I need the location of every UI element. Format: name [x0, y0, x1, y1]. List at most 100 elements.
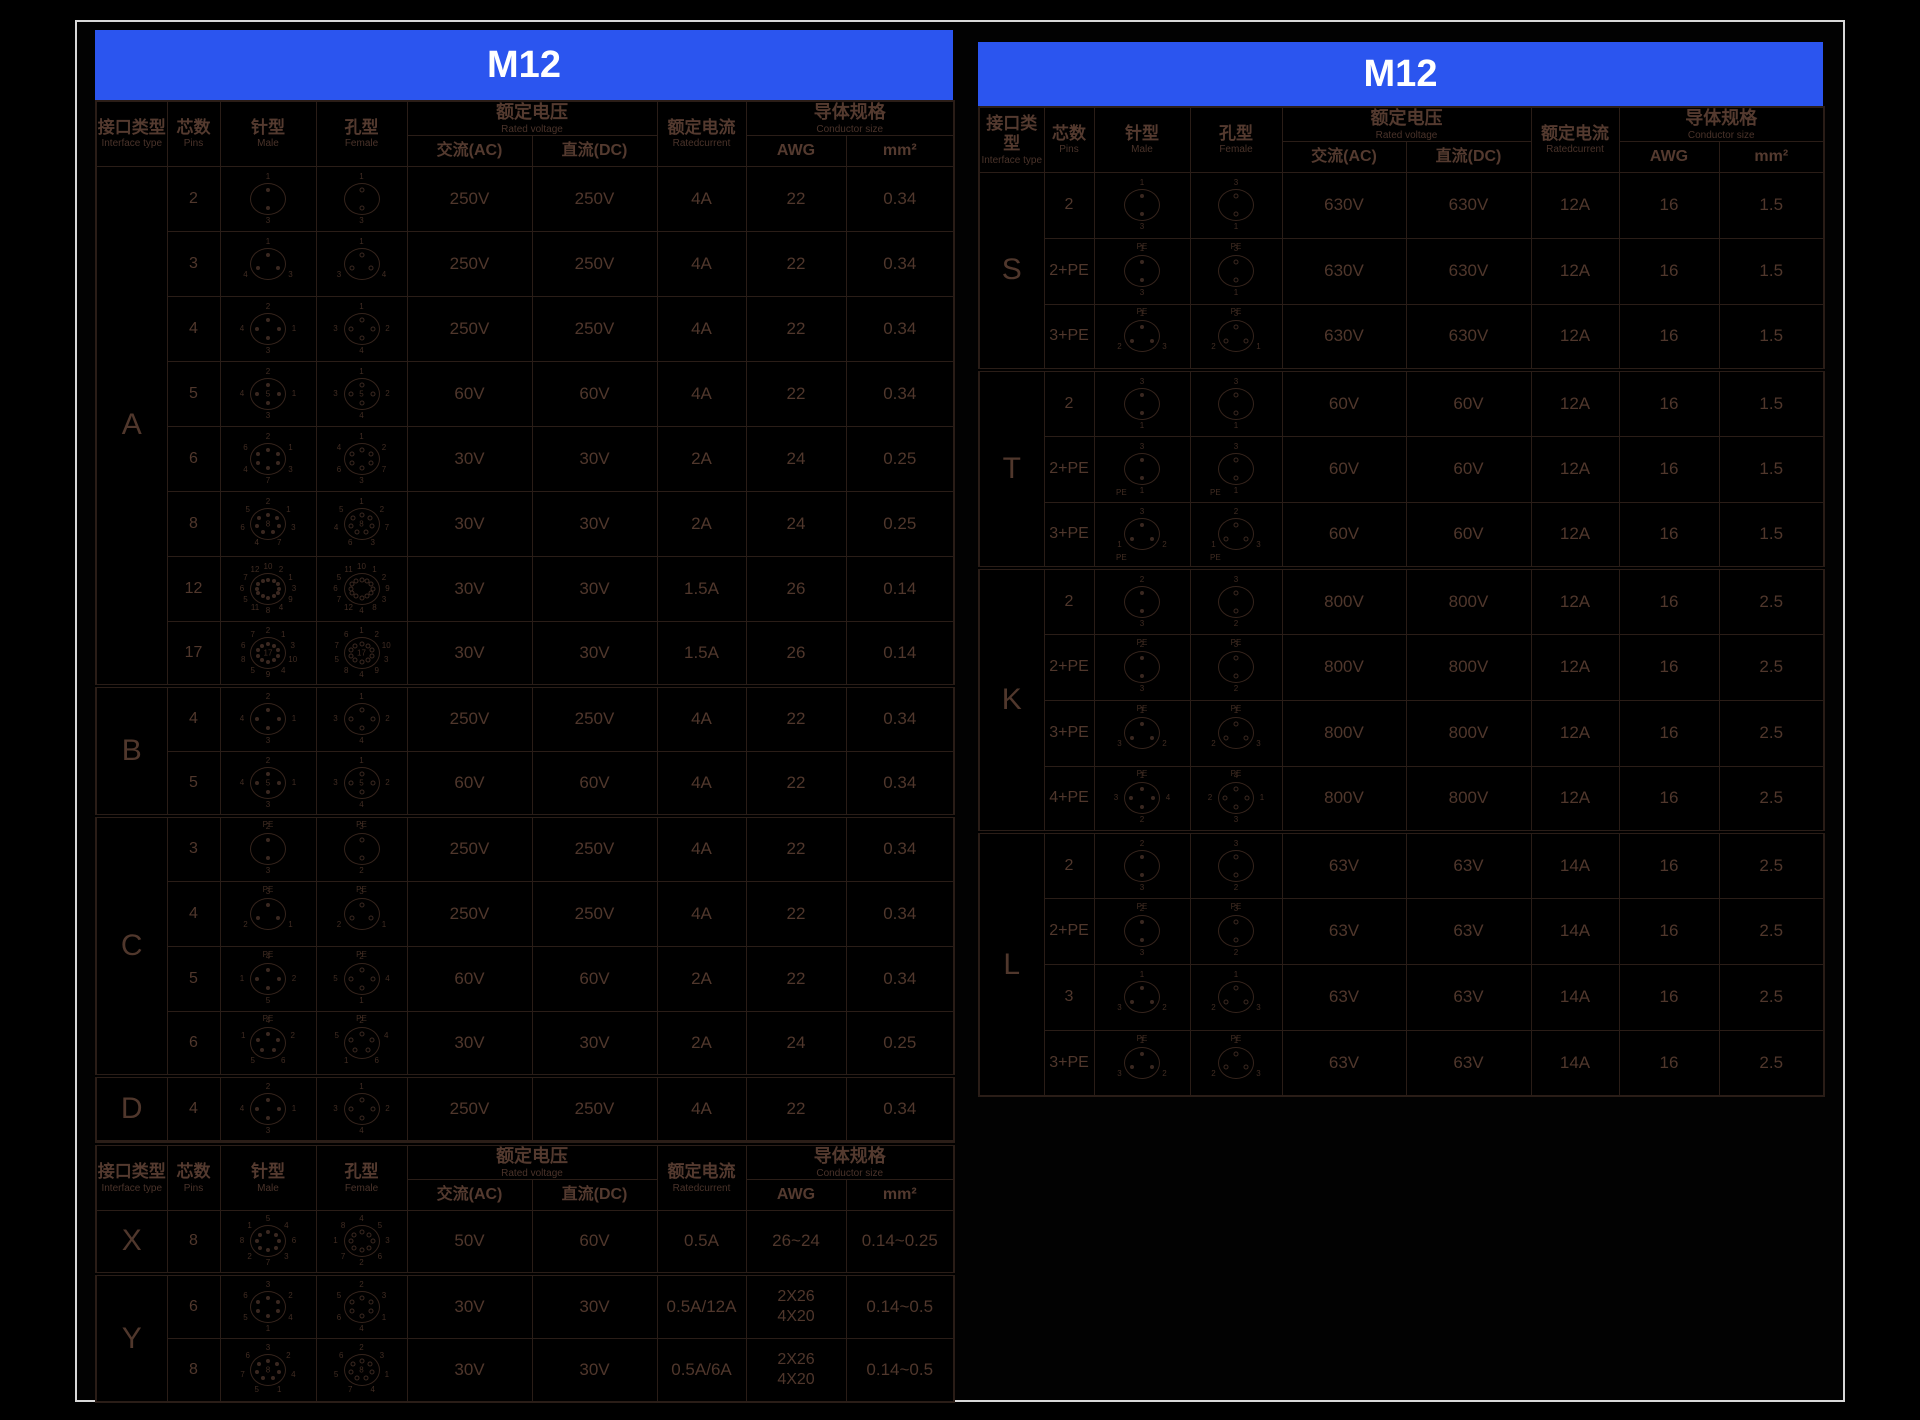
female-connector-diagram: 3 1 PE: [1204, 242, 1268, 299]
pin-number: 1: [1233, 420, 1239, 430]
pin-contact-hole: [368, 451, 374, 457]
pin-number: 1: [359, 301, 364, 311]
male-connector-diagram: 3 1 2 PE: [236, 885, 300, 942]
dc-voltage-value: 630V: [1405, 303, 1532, 371]
pin-contact-dot: [274, 1362, 279, 1367]
pin-number: 3: [1139, 684, 1145, 694]
pin-number: 2: [1233, 882, 1239, 892]
mm2-value: 0.14~0.25: [845, 1209, 955, 1275]
pin-contact-hole: [359, 465, 364, 471]
pin-contact-dot: [266, 1116, 270, 1121]
dc-voltage-value: 63V: [1405, 830, 1532, 899]
pin-contact-hole: [365, 657, 371, 663]
pin-contact-hole: [365, 643, 371, 649]
male-connector-diagram: 1 2 3: [1110, 969, 1174, 1025]
female-diagram-cell: 2 4 6 1 5 PE: [315, 1010, 408, 1077]
pin-number: 1: [1256, 342, 1261, 352]
col-header-interface-type: 接口类型 Interface type: [95, 1143, 168, 1211]
male-diagram-cell: 3 2 1 PE: [1093, 501, 1191, 569]
male-diagram-cell: 2 3 PE: [1093, 897, 1191, 965]
pin-contact-hole: [1233, 457, 1239, 463]
pins-count: 6: [166, 1272, 221, 1339]
pin-contact-hole: [370, 1106, 375, 1112]
male-connector-diagram: 2 1 3 10 4 9 5 8 6 7 17: [236, 625, 300, 681]
pin-contact-hole: [368, 915, 374, 921]
pin-number: 3: [1233, 838, 1239, 848]
rated-current-value: 14A: [1530, 897, 1620, 965]
col-header-dc: 直流(DC): [1405, 140, 1532, 173]
pin-number: 2: [265, 366, 271, 376]
pin-contact-dot: [1130, 735, 1135, 740]
pin-contact-dot: [1140, 410, 1144, 415]
pin-number: 3: [265, 1342, 271, 1352]
col-header-conductor-size: 导体规格 Conductor size: [1618, 106, 1825, 142]
mm2-value: 0.34: [845, 880, 955, 947]
male-connector-diagram: 1 3 4: [236, 236, 300, 292]
pin-number: 3: [1139, 507, 1145, 517]
col-header-pins: 芯数 Pins: [166, 1143, 221, 1211]
connector-face-circle: [343, 1290, 380, 1323]
pin-number: 5: [333, 1369, 339, 1379]
connector-face-circle: [1124, 915, 1160, 948]
pin-number: 3: [1139, 442, 1145, 452]
pin-contact-hole: [365, 1047, 371, 1053]
rated-current-value: 14A: [1530, 1029, 1620, 1097]
awg-value: 16: [1618, 435, 1720, 503]
male-connector-diagram: 3 2 4 1 5 6: [236, 1279, 300, 1335]
pin-contact-hole: [368, 1308, 374, 1314]
dc-voltage-value: 30V: [531, 1272, 658, 1339]
col-header-pins: 芯数 Pins: [1043, 106, 1095, 173]
dc-voltage-value: 60V: [531, 945, 658, 1012]
female-connector-diagram: 3 1 2 PE: [1204, 307, 1268, 364]
rated-current-value: 1.5A: [656, 555, 747, 622]
awg-value: 26: [745, 620, 847, 687]
mm2-value: 0.25: [845, 425, 955, 492]
pin-contact-hole: [369, 647, 375, 653]
pin-contact-dot: [260, 594, 265, 599]
pins-count: 8: [166, 1337, 221, 1403]
rated-current-value: 4A: [656, 230, 747, 297]
col-header-mm2: mm²: [845, 1178, 955, 1211]
female-connector-diagram: 2 4 6 1 5 PE: [330, 1014, 394, 1071]
pin-number: 1: [291, 388, 297, 398]
pin-contact-dot: [1140, 608, 1144, 613]
pin-contact-hole: [359, 1097, 364, 1103]
pin-number: 4: [359, 799, 364, 809]
pin-contact-hole: [359, 1358, 364, 1364]
mm2-value: 2.5: [1718, 699, 1825, 767]
pin-contact-dot: [1140, 920, 1144, 925]
female-connector-diagram: 1 2 7 3 6 4: [330, 431, 394, 487]
pin-number: 3: [1139, 882, 1145, 892]
pin-number: 1: [1139, 1035, 1145, 1045]
female-connector-diagram: 1 4 3: [330, 236, 394, 292]
connector-face-circle: [343, 377, 380, 410]
spec-table: 接口类型 Interface type 芯数 Pins 针型 Male 孔型 Female 额定…: [978, 106, 1825, 1098]
pin-contact-dot: [276, 653, 281, 658]
mm2-value: 0.14: [845, 555, 955, 622]
pin-contact-dot: [266, 659, 270, 664]
pin-contact-dot: [257, 515, 262, 520]
value-line: 2X26: [777, 1287, 815, 1305]
pin-contact-hole: [349, 265, 355, 271]
left-main-table-mount: 接口类型 Interface type 芯数 Pins 针型 Male 孔型 Female 额定…: [95, 100, 955, 1143]
pin-contact-dot: [1149, 536, 1154, 541]
pin-contact-hole: [359, 400, 364, 406]
pin-contact-hole: [1223, 338, 1229, 344]
awg-value: 2X26 4X20: [745, 1337, 847, 1403]
pin-number: 3: [288, 269, 293, 279]
pin-number: 9: [265, 669, 271, 679]
pin-contact-dot: [266, 1313, 270, 1318]
male-connector-diagram: 4 2 6 5 1 PE: [236, 1014, 300, 1071]
connector-face-circle: [250, 962, 286, 995]
pin-number: 4: [359, 410, 364, 420]
awg-value: 16: [1618, 368, 1720, 437]
mm2-value: 0.34: [845, 684, 955, 752]
pin-contact-hole: [352, 1047, 358, 1053]
pin-contact-dot: [1130, 536, 1135, 541]
pins-count: 4: [166, 1074, 221, 1142]
pin-contact-dot: [1140, 590, 1144, 595]
pin-contact-dot: [275, 591, 280, 596]
